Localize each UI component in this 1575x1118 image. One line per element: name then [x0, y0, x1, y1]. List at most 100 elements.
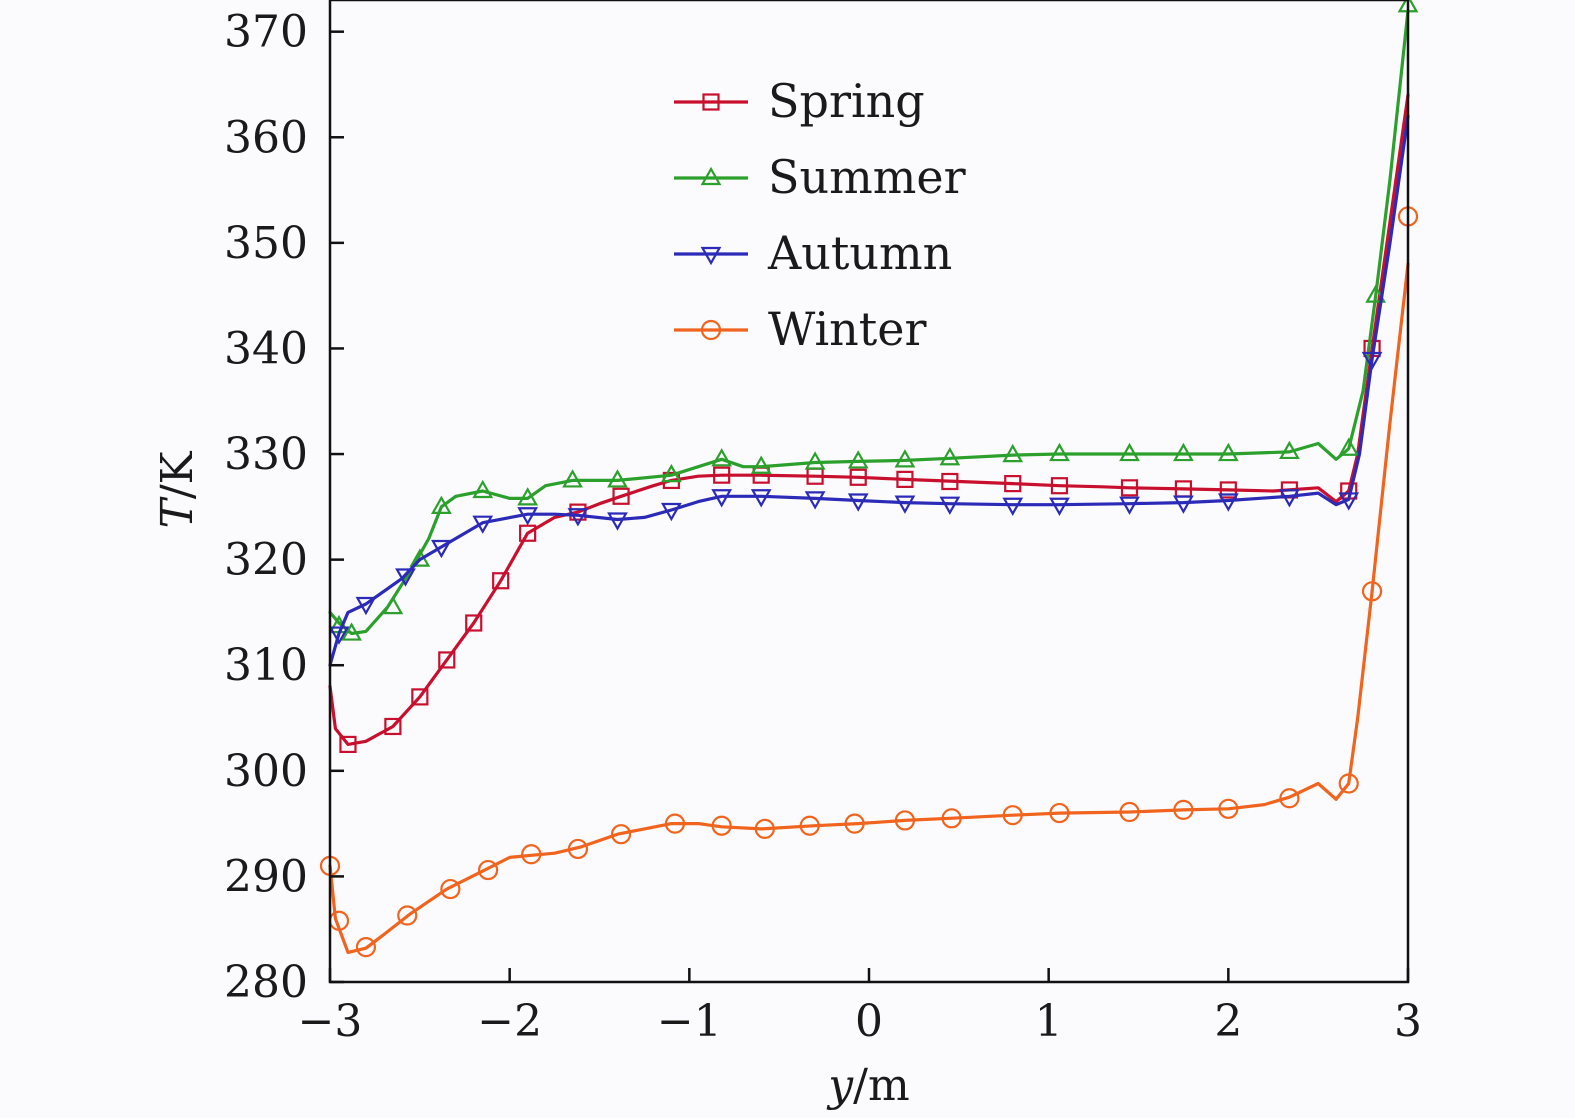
- legend-winter-marker: [700, 319, 722, 341]
- autumn-marker: [472, 515, 494, 534]
- y-tick-label: 290: [224, 851, 308, 902]
- legend-autumn-marker: [700, 246, 722, 266]
- autumn-marker: [939, 496, 961, 515]
- summer-marker: [1002, 443, 1024, 463]
- y-axis-variable: T: [152, 496, 203, 529]
- summer-marker: [1173, 442, 1194, 462]
- y-axis-unit: /K: [152, 450, 203, 499]
- winter-marker: [1173, 799, 1194, 820]
- summer-marker: [847, 450, 869, 469]
- legend-summer-marker: [700, 166, 722, 186]
- autumn-marker: [894, 495, 916, 514]
- y-tick-label: 370: [224, 7, 308, 58]
- x-tick-label: 2: [1214, 996, 1242, 1047]
- winter-marker: [711, 815, 732, 836]
- spring-marker: [384, 717, 402, 736]
- summer-marker: [804, 451, 826, 470]
- autumn-marker: [847, 493, 869, 512]
- axis-layer: −3 −2 −1 0 1 2 3 280 290 300 310 320 330 340 350 360 370: [224, 7, 1422, 1047]
- winter-marker: [664, 813, 686, 834]
- summer-marker: [1338, 437, 1360, 456]
- summer-marker: [382, 595, 404, 615]
- summer-marker: [431, 495, 452, 514]
- summer-marker: [750, 455, 772, 474]
- legend-winter-label: Winter: [768, 302, 927, 356]
- x-axis-unit: /m: [853, 1060, 910, 1111]
- y-tick-label: 340: [224, 323, 308, 374]
- legend-item-spring: Spring: [674, 74, 925, 128]
- x-tick-label: 3: [1394, 996, 1422, 1047]
- autumn-marker: [1002, 497, 1024, 516]
- winter-marker: [397, 905, 418, 926]
- spring-marker: [1120, 479, 1139, 497]
- winter-marker: [478, 859, 499, 881]
- spring-marker: [612, 487, 630, 505]
- autumn-marker: [1338, 492, 1360, 511]
- spring-marker: [896, 470, 914, 488]
- summer-marker: [1119, 442, 1140, 462]
- x-tick-label: −2: [477, 996, 542, 1047]
- legend-spring-label: Spring: [768, 74, 925, 128]
- autumn-marker: [395, 568, 416, 587]
- winter-marker: [1002, 805, 1023, 826]
- winter-marker: [894, 810, 916, 831]
- x-axis-variable: y: [826, 1060, 854, 1111]
- summer-marker: [517, 487, 539, 506]
- autumn-marker: [711, 489, 733, 508]
- y-axis-title: T/K: [152, 450, 203, 528]
- x-axis-title: y/m: [826, 1060, 909, 1111]
- legend-item-autumn: Autumn: [674, 226, 952, 280]
- autumn-marker: [750, 489, 772, 508]
- winter-marker: [355, 937, 377, 958]
- autumn-marker: [431, 539, 452, 559]
- y-tick-label: 280: [224, 957, 308, 1008]
- winter-marker: [844, 813, 865, 834]
- autumn-marker: [328, 626, 350, 645]
- winter-marker: [1049, 802, 1070, 824]
- spring-marker: [1050, 477, 1069, 495]
- spring-marker: [339, 735, 357, 754]
- series-layer: [319, 0, 1419, 958]
- spring-marker: [1219, 481, 1237, 499]
- x-tick-label: 1: [1035, 996, 1063, 1047]
- series-winter: [319, 206, 1419, 958]
- winter-marker: [521, 844, 542, 865]
- summer-marker: [607, 469, 628, 488]
- series-autumn: [328, 114, 1410, 667]
- spring-marker: [941, 472, 959, 491]
- legend-item-winter: Winter: [674, 302, 927, 356]
- winter-marker: [754, 818, 775, 839]
- autumn-marker: [1173, 495, 1194, 514]
- legend-autumn-label: Autumn: [767, 226, 952, 280]
- y-tick-label: 310: [224, 640, 308, 691]
- winter-marker: [941, 808, 962, 829]
- y-tick-label: 300: [224, 746, 308, 797]
- spring-line: [328, 93, 1410, 747]
- y-tick-label: 320: [224, 535, 308, 586]
- winter-marker: [610, 824, 632, 845]
- autumn-marker: [1361, 351, 1383, 371]
- spring-marker: [1004, 475, 1022, 493]
- x-tick-label: −3: [298, 996, 363, 1047]
- spring-marker: [713, 466, 731, 484]
- summer-marker: [1365, 284, 1387, 303]
- legend-spring-marker: [702, 93, 720, 111]
- x-tick-label: −1: [657, 996, 722, 1047]
- spring-marker: [492, 572, 510, 590]
- autumn-line: [328, 114, 1410, 667]
- summer-marker: [562, 469, 583, 488]
- autumn-marker: [1049, 497, 1070, 516]
- autumn-marker: [1119, 496, 1140, 515]
- winter-line: [328, 262, 1410, 955]
- summer-marker: [1049, 442, 1070, 462]
- winter-marker: [1119, 801, 1140, 823]
- winter-marker: [799, 815, 820, 836]
- winter-marker: [440, 878, 461, 900]
- y-tick-label: 360: [224, 112, 308, 163]
- summer-marker: [1217, 442, 1239, 462]
- winter-marker: [1279, 788, 1300, 809]
- legend-item-summer: Summer: [674, 150, 966, 204]
